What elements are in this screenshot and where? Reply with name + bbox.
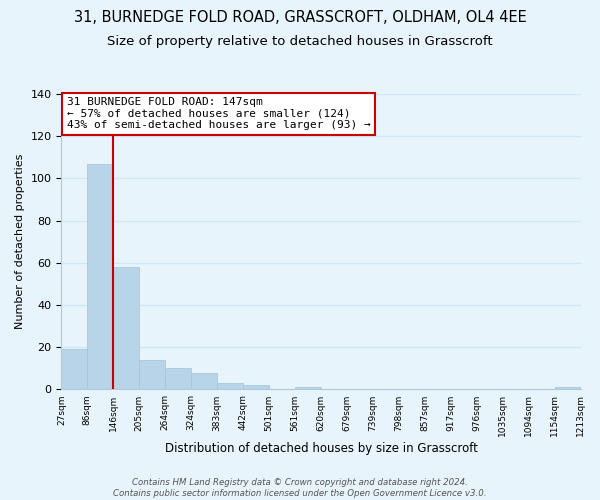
Bar [554,388,581,390]
Bar [217,383,243,390]
Y-axis label: Number of detached properties: Number of detached properties [15,154,25,330]
Bar [165,368,191,390]
Bar [139,360,165,390]
X-axis label: Distribution of detached houses by size in Grasscroft: Distribution of detached houses by size … [164,442,478,455]
Bar [243,385,269,390]
Bar [295,388,321,390]
Text: Contains HM Land Registry data © Crown copyright and database right 2024.
Contai: Contains HM Land Registry data © Crown c… [113,478,487,498]
Text: 31, BURNEDGE FOLD ROAD, GRASSCROFT, OLDHAM, OL4 4EE: 31, BURNEDGE FOLD ROAD, GRASSCROFT, OLDH… [74,10,526,25]
Text: 31 BURNEDGE FOLD ROAD: 147sqm
← 57% of detached houses are smaller (124)
43% of : 31 BURNEDGE FOLD ROAD: 147sqm ← 57% of d… [67,97,370,130]
Bar [88,164,113,390]
Bar [191,372,217,390]
Bar [61,350,88,390]
Bar [113,267,139,390]
Text: Size of property relative to detached houses in Grasscroft: Size of property relative to detached ho… [107,35,493,48]
